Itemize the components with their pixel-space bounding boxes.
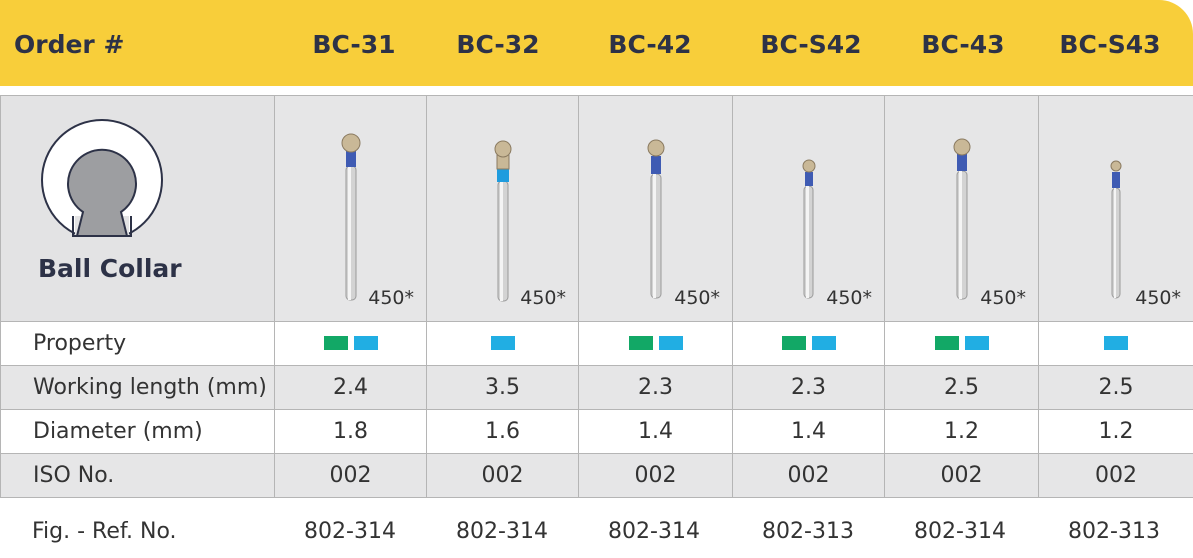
diamond-bur-icon (802, 159, 816, 299)
diameter-value: 1.8 (274, 409, 427, 454)
iso-value: 002 (732, 453, 885, 498)
size-label: 450* (1135, 287, 1181, 309)
working-length-label: Working length (mm) (0, 365, 275, 410)
fig-ref-value: 802-314 (456, 519, 548, 544)
working-length-value: 2.5 (884, 365, 1039, 410)
order-col-1: BC-31 (312, 30, 396, 59)
diamond-bur-icon (1110, 160, 1122, 299)
green-square-icon (323, 336, 348, 350)
fig-ref-value: 802-313 (762, 519, 854, 544)
diameter-value: 1.4 (578, 409, 733, 454)
working-length-value: 2.3 (732, 365, 885, 410)
size-label: 450* (980, 287, 1026, 309)
iso-value: 002 (426, 453, 579, 498)
size-label: 450* (520, 287, 566, 309)
property-row: Property (0, 321, 1193, 366)
iso-value: 002 (578, 453, 733, 498)
order-col-2: BC-32 (456, 30, 540, 59)
fig-ref-value: 802-314 (304, 519, 396, 544)
diameter-value: 1.6 (426, 409, 579, 454)
diameter-value: 1.4 (732, 409, 885, 454)
bur-image-1: 450* (274, 95, 427, 322)
order-col-4: BC-S42 (760, 30, 862, 59)
ball-collar-icon (41, 119, 163, 246)
bur-image-3: 450* (578, 95, 733, 322)
green-square-icon (628, 336, 653, 350)
working-length-value: 3.5 (426, 365, 579, 410)
spec-table: Ball Collar 450* 450* (0, 95, 1193, 498)
diameter-value: 1.2 (884, 409, 1039, 454)
order-col-6: BC-S43 (1059, 30, 1161, 59)
iso-value: 002 (274, 453, 427, 498)
working-length-value: 2.4 (274, 365, 427, 410)
blue-square-icon (811, 336, 836, 350)
fig-ref-label: Fig. - Ref. No. (32, 519, 177, 544)
blue-square-icon (658, 336, 683, 350)
property-cell (1038, 321, 1193, 366)
blue-square-icon (353, 336, 378, 350)
fig-ref-value: 802-314 (608, 519, 700, 544)
size-label: 450* (368, 287, 414, 309)
header-band: Order # BC-31 BC-32 BC-42 BC-S42 BC-43 B… (0, 0, 1193, 86)
working-length-value: 2.3 (578, 365, 733, 410)
iso-label: ISO No. (0, 453, 275, 498)
property-cell (884, 321, 1039, 366)
iso-row: ISO No. 002 002 002 002 002 002 (0, 453, 1193, 498)
diamond-bur-icon (494, 140, 512, 302)
bur-image-5: 450* (884, 95, 1039, 322)
image-row: Ball Collar 450* 450* (0, 95, 1193, 322)
diameter-label: Diameter (mm) (0, 409, 275, 454)
diamond-bur-icon (341, 133, 361, 301)
blue-square-icon (490, 336, 515, 350)
fig-ref-row: Fig. - Ref. No. 802-314 802-314 802-314 … (0, 509, 1193, 558)
bur-image-2: 450* (426, 95, 579, 322)
property-cell (732, 321, 885, 366)
order-col-5: BC-43 (921, 30, 1005, 59)
diameter-value: 1.2 (1038, 409, 1193, 454)
property-label: Property (0, 321, 275, 366)
diamond-bur-icon (953, 138, 971, 300)
fig-ref-value: 802-314 (914, 519, 1006, 544)
blue-square-icon (1104, 336, 1128, 350)
shape-name: Ball Collar (38, 254, 182, 283)
size-label: 450* (826, 287, 872, 309)
blue-square-icon (964, 336, 989, 350)
property-cell (274, 321, 427, 366)
green-square-icon (781, 336, 806, 350)
property-cell (426, 321, 579, 366)
fig-ref-value: 802-313 (1068, 519, 1160, 544)
property-cell (578, 321, 733, 366)
order-col-3: BC-42 (608, 30, 692, 59)
diamond-bur-icon (647, 139, 665, 299)
size-label: 450* (674, 287, 720, 309)
order-number-label: Order # (14, 30, 125, 59)
working-length-row: Working length (mm) 2.4 3.5 2.3 2.3 2.5 … (0, 365, 1193, 410)
bur-image-6: 450* (1038, 95, 1193, 322)
iso-value: 002 (1038, 453, 1193, 498)
working-length-value: 2.5 (1038, 365, 1193, 410)
diameter-row: Diameter (mm) 1.8 1.6 1.4 1.4 1.2 1.2 (0, 409, 1193, 454)
shape-cell: Ball Collar (0, 95, 275, 322)
iso-value: 002 (884, 453, 1039, 498)
bur-image-4: 450* (732, 95, 885, 322)
green-square-icon (934, 336, 959, 350)
